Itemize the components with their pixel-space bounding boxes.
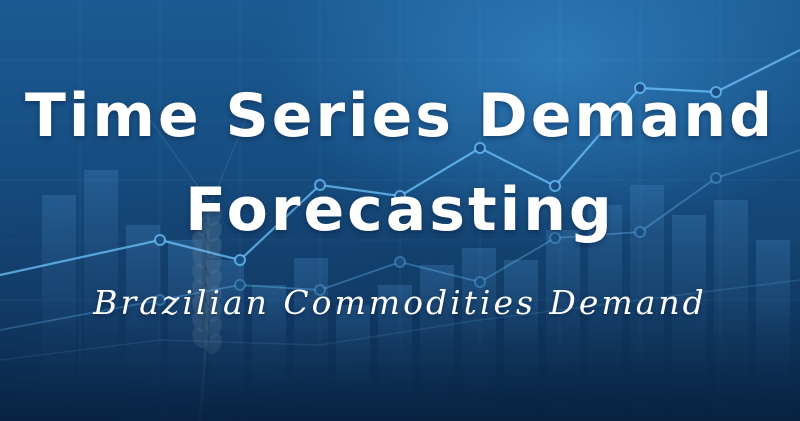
wheat-grain xyxy=(206,269,222,291)
trend-marker xyxy=(549,232,561,244)
wheat-awn xyxy=(149,119,209,201)
wheat-grain xyxy=(192,199,208,221)
wheat-grain xyxy=(192,247,208,269)
trend-marker xyxy=(474,276,486,288)
trend-marker xyxy=(710,86,722,98)
trend-marker xyxy=(234,279,246,291)
trend-marker xyxy=(634,82,646,94)
trend-line xyxy=(0,49,800,277)
trend-marker xyxy=(549,180,561,192)
trend-marker xyxy=(314,179,326,191)
trend-marker xyxy=(474,142,486,154)
wheat-grain xyxy=(206,253,222,275)
wheat-grain xyxy=(206,205,222,227)
trend-marker xyxy=(314,284,326,296)
title-line-1: Time Series Demand xyxy=(24,81,776,151)
trend-marker xyxy=(154,234,166,246)
bottom-fade xyxy=(0,300,800,421)
wheat-grain xyxy=(192,279,208,301)
trend-marker xyxy=(634,226,646,238)
wheat-grain xyxy=(192,215,208,237)
trend-marker xyxy=(234,254,246,266)
title-line-2: Forecasting xyxy=(185,175,615,245)
subtitle: Brazilian Commodities Demand xyxy=(93,283,707,322)
wheat-grain xyxy=(192,263,208,285)
wheat-grain xyxy=(206,221,222,243)
wheat-awn xyxy=(209,109,251,206)
wheat-grain xyxy=(192,231,208,253)
trend-marker xyxy=(394,190,406,202)
trend-line xyxy=(0,149,800,331)
trend-marker xyxy=(710,172,722,184)
trend-marker xyxy=(394,256,406,268)
